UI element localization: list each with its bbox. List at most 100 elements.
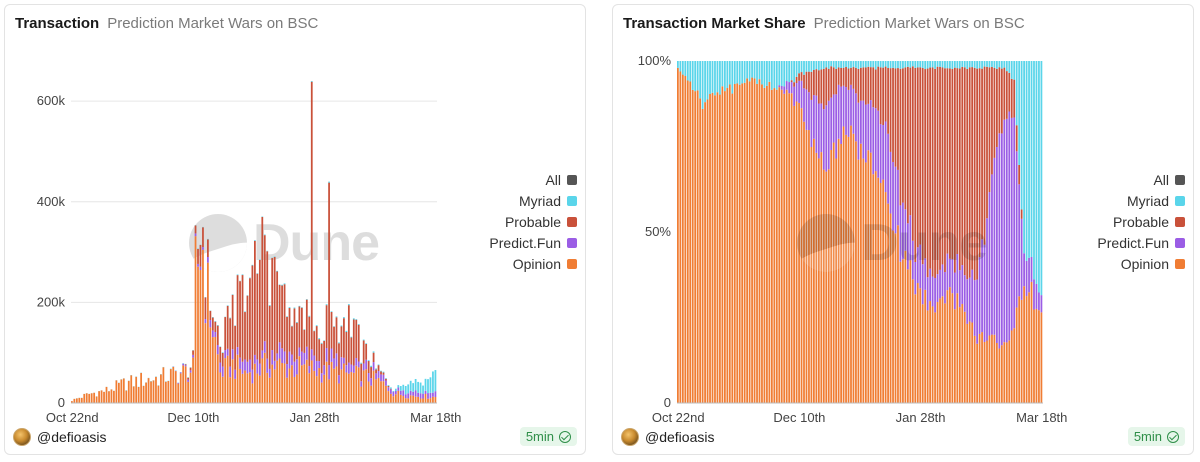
bar-segment-predict-fun[interactable] (924, 258, 927, 290)
bar-segment-probable[interactable] (897, 68, 899, 170)
bar-segment-myriad[interactable] (291, 325, 293, 327)
bar-segment-opinion[interactable] (879, 183, 882, 403)
bar-segment-predict-fun[interactable] (402, 390, 405, 397)
bar-segment-opinion[interactable] (377, 377, 380, 403)
bar-segment-predict-fun[interactable] (303, 352, 306, 365)
bar-segment-predict-fun[interactable] (1000, 133, 1003, 346)
bar-segment-probable[interactable] (798, 73, 800, 81)
bar-segment-predict-fun[interactable] (934, 277, 936, 313)
bar-segment-predict-fun[interactable] (261, 350, 264, 359)
bar-segment-opinion[interactable] (709, 94, 711, 403)
bar-segment-myriad[interactable] (941, 61, 944, 68)
bar-segment-myriad[interactable] (372, 351, 375, 353)
bar-segment-predict-fun[interactable] (229, 366, 232, 378)
bar-segment-myriad[interactable] (825, 61, 828, 68)
bar-segment-predict-fun[interactable] (276, 353, 279, 361)
bar-segment-opinion[interactable] (1008, 340, 1011, 403)
bar-segment-predict-fun[interactable] (783, 86, 786, 94)
bar-segment-myriad[interactable] (429, 377, 432, 393)
bar-segment-predict-fun[interactable] (370, 378, 372, 386)
bar-segment-opinion[interactable] (120, 379, 123, 404)
bar-segment-opinion[interactable] (689, 81, 692, 404)
bar-segment-predict-fun[interactable] (902, 202, 904, 260)
bar-segment-myriad[interactable] (785, 61, 788, 82)
bar-segment-opinion[interactable] (216, 354, 219, 403)
bar-segment-opinion[interactable] (345, 372, 348, 403)
bar-segment-probable[interactable] (862, 67, 865, 101)
bar-segment-probable[interactable] (365, 343, 368, 360)
bar-segment-predict-fun[interactable] (367, 373, 370, 382)
bar-segment-probable[interactable] (842, 67, 845, 86)
bar-segment-myriad[interactable] (1015, 61, 1018, 126)
bar-segment-predict-fun[interactable] (830, 97, 833, 150)
bar-segment-predict-fun[interactable] (914, 262, 917, 295)
bar-segment-probable[interactable] (283, 284, 286, 352)
bar-segment-opinion[interactable] (884, 192, 887, 403)
bar-segment-opinion[interactable] (113, 390, 115, 403)
bar-segment-myriad[interactable] (236, 274, 239, 276)
bar-segment-opinion[interactable] (434, 397, 437, 403)
bar-segment-predict-fun[interactable] (219, 362, 222, 373)
bar-segment-myriad[interactable] (1040, 61, 1043, 296)
bar-segment-probable[interactable] (1005, 71, 1008, 119)
bar-segment-predict-fun[interactable] (946, 253, 949, 291)
bar-segment-predict-fun[interactable] (390, 389, 392, 394)
bar-segment-predict-fun[interactable] (956, 253, 959, 294)
bar-segment-predict-fun[interactable] (929, 268, 932, 302)
bar-segment-opinion[interactable] (694, 91, 697, 403)
bar-segment-myriad[interactable] (773, 61, 776, 89)
bar-segment-myriad[interactable] (1018, 61, 1021, 165)
bar-segment-predict-fun[interactable] (281, 348, 283, 363)
bar-segment-probable[interactable] (211, 317, 214, 331)
bar-segment-opinion[interactable] (773, 88, 776, 403)
bar-segment-myriad[interactable] (892, 61, 894, 68)
bar-segment-myriad[interactable] (328, 181, 330, 183)
bar-segment-myriad[interactable] (973, 61, 976, 68)
bar-segment-probable[interactable] (333, 326, 335, 359)
bar-segment-opinion[interactable] (723, 91, 726, 404)
bar-segment-opinion[interactable] (432, 396, 434, 403)
bar-segment-opinion[interactable] (234, 378, 236, 403)
bar-segment-myriad[interactable] (793, 61, 795, 83)
bar-segment-probable[interactable] (835, 68, 838, 95)
bar-segment-predict-fun[interactable] (978, 257, 981, 334)
bar-segment-myriad[interactable] (726, 61, 729, 89)
bar-segment-myriad[interactable] (251, 264, 254, 266)
bar-segment-myriad[interactable] (835, 61, 838, 69)
bar-segment-myriad[interactable] (748, 61, 751, 82)
bar-segment-probable[interactable] (916, 67, 919, 248)
bar-segment-predict-fun[interactable] (199, 266, 202, 271)
bar-segment-opinion[interactable] (402, 396, 405, 403)
bar-segment-predict-fun[interactable] (397, 387, 400, 391)
bar-segment-myriad[interactable] (296, 322, 298, 323)
bar-segment-probable[interactable] (380, 371, 382, 375)
bar-segment-myriad[interactable] (385, 378, 387, 379)
bar-segment-opinion[interactable] (738, 84, 741, 403)
bar-segment-opinion[interactable] (936, 302, 939, 403)
bar-segment-myriad[interactable] (281, 284, 283, 286)
bar-segment-myriad[interactable] (303, 329, 306, 330)
bar-segment-myriad[interactable] (946, 61, 949, 69)
bar-segment-myriad[interactable] (887, 61, 889, 69)
bar-segment-probable[interactable] (189, 367, 192, 371)
bar-segment-opinion[interactable] (300, 365, 303, 403)
bar-segment-opinion[interactable] (214, 336, 217, 403)
bar-segment-myriad[interactable] (852, 61, 855, 68)
bar-segment-probable[interactable] (385, 378, 387, 381)
bar-segment-opinion[interactable] (862, 158, 865, 403)
bar-segment-probable[interactable] (263, 235, 266, 342)
bar-segment-opinion[interactable] (150, 381, 152, 403)
bar-segment-probable[interactable] (214, 321, 217, 332)
bar-segment-myriad[interactable] (847, 61, 850, 69)
bar-segment-opinion[interactable] (224, 358, 227, 403)
bar-segment-opinion[interactable] (785, 89, 788, 404)
bar-segment-myriad[interactable] (229, 317, 232, 319)
bar-segment-myriad[interactable] (719, 61, 721, 95)
bar-segment-myriad[interactable] (743, 61, 746, 83)
bar-segment-opinion[interactable] (996, 342, 998, 403)
bar-segment-myriad[interactable] (298, 305, 301, 307)
bar-segment-probable[interactable] (300, 307, 303, 352)
bar-segment-predict-fun[interactable] (1038, 292, 1040, 311)
author-handle[interactable]: @defioasis (645, 429, 715, 445)
bar-segment-predict-fun[interactable] (822, 109, 825, 170)
